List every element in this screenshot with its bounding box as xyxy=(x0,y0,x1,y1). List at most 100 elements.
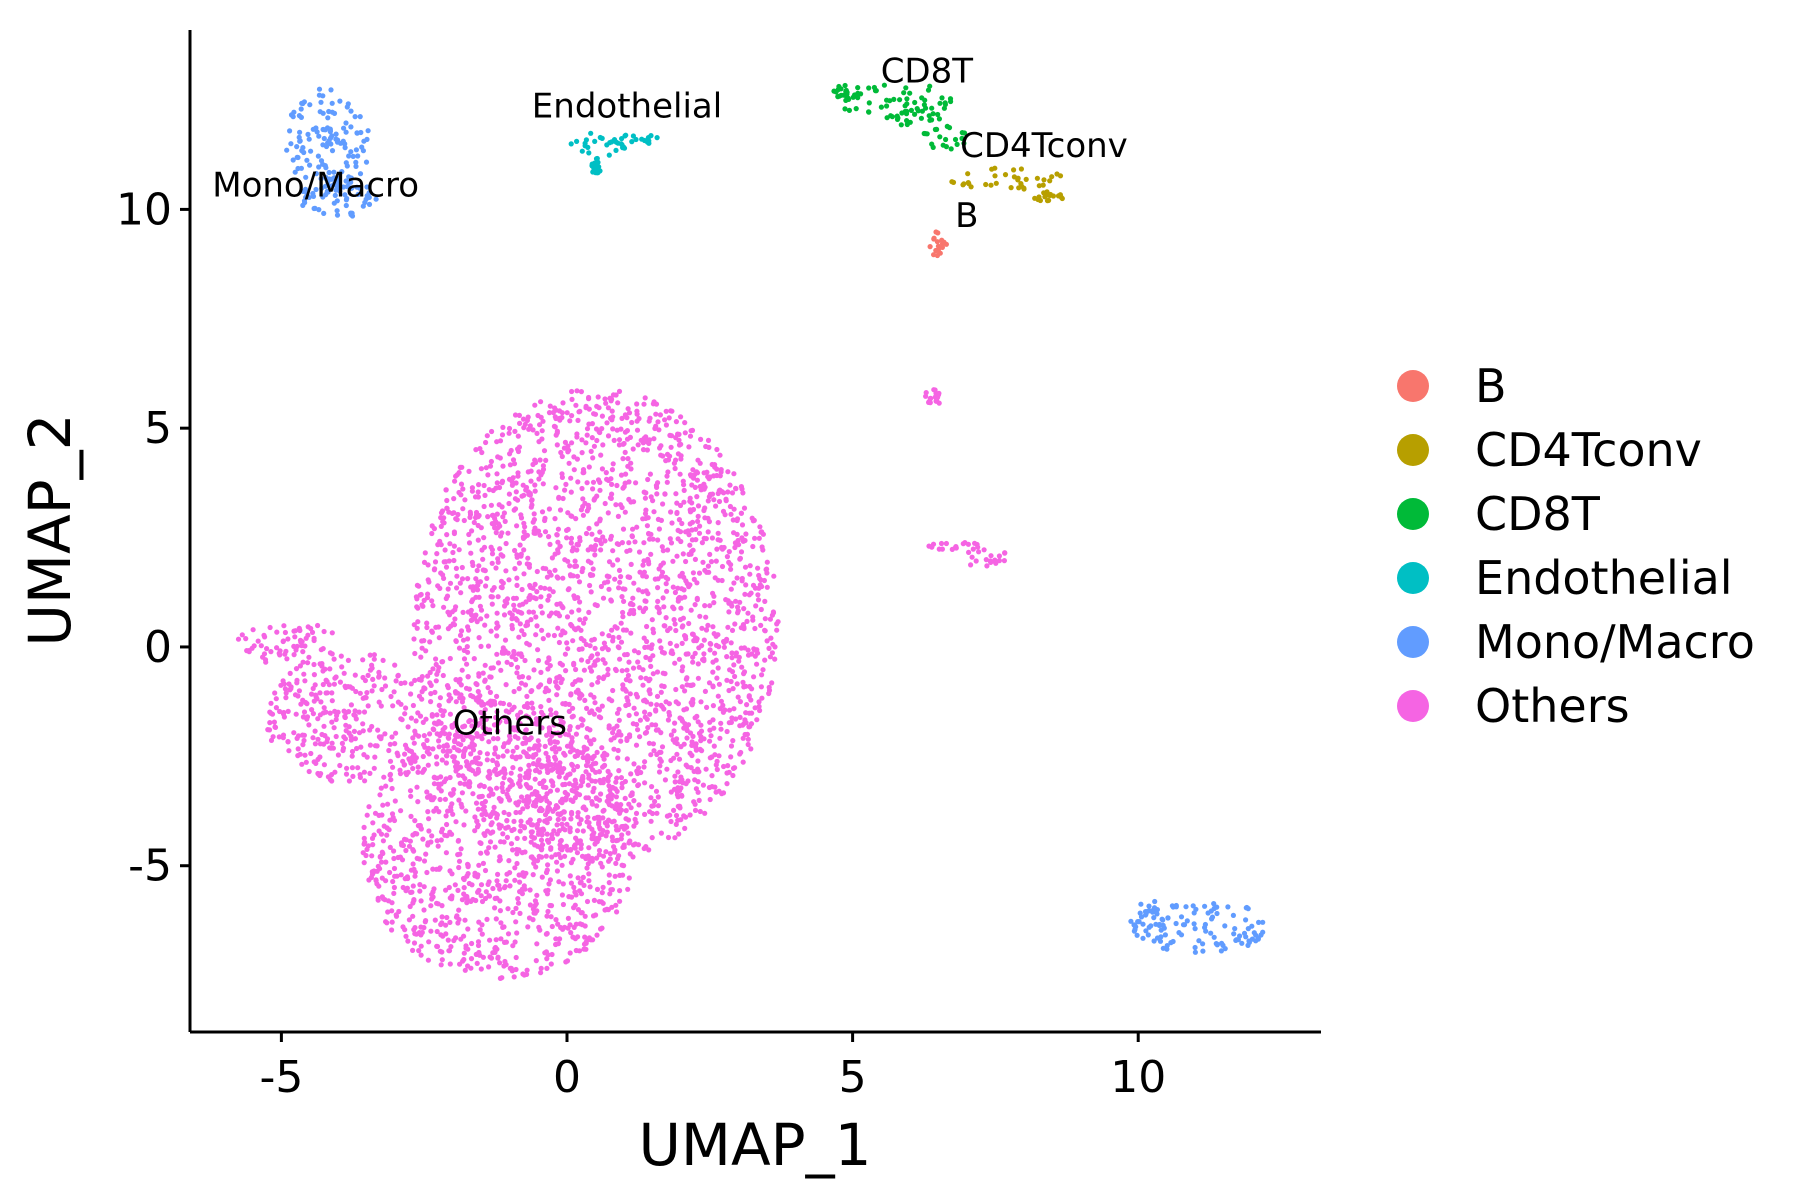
point xyxy=(965,180,971,186)
point xyxy=(530,461,536,468)
point xyxy=(431,781,437,787)
point xyxy=(318,99,324,105)
point xyxy=(642,598,648,604)
point xyxy=(630,526,636,532)
point xyxy=(546,410,553,416)
point xyxy=(550,409,557,416)
point xyxy=(483,889,489,895)
point xyxy=(557,842,563,848)
point xyxy=(707,491,714,497)
point xyxy=(382,675,388,681)
point xyxy=(676,756,683,762)
point xyxy=(461,647,467,654)
point xyxy=(500,553,506,559)
point xyxy=(549,835,556,842)
point xyxy=(268,710,274,716)
legend-swatch xyxy=(1397,370,1429,402)
point xyxy=(536,439,542,445)
point xyxy=(419,674,425,680)
point xyxy=(548,711,554,718)
point xyxy=(624,735,630,742)
point xyxy=(660,501,666,507)
point xyxy=(521,492,527,498)
point xyxy=(408,681,414,687)
point xyxy=(335,752,341,758)
point xyxy=(506,500,512,507)
point xyxy=(282,629,288,636)
point xyxy=(681,499,687,505)
point xyxy=(294,643,300,650)
point xyxy=(655,727,661,733)
point xyxy=(529,700,535,706)
x-tick-label: 0 xyxy=(553,1052,581,1103)
point xyxy=(352,708,358,714)
point xyxy=(509,616,515,622)
point xyxy=(525,555,531,561)
point xyxy=(521,749,527,755)
point xyxy=(540,418,546,424)
point xyxy=(482,707,488,713)
point xyxy=(612,847,618,853)
point xyxy=(348,179,354,185)
point xyxy=(311,661,317,668)
point xyxy=(566,701,572,708)
point xyxy=(428,691,434,697)
point xyxy=(576,579,583,585)
point xyxy=(489,820,495,826)
point xyxy=(456,858,463,864)
point xyxy=(445,586,451,592)
point xyxy=(348,210,354,216)
point xyxy=(469,759,475,765)
point xyxy=(498,667,504,673)
point xyxy=(380,896,386,902)
point xyxy=(599,890,605,896)
point xyxy=(626,540,632,546)
point xyxy=(562,789,568,796)
point xyxy=(684,675,690,681)
point xyxy=(558,716,564,722)
point xyxy=(555,550,561,556)
point xyxy=(529,829,535,835)
point xyxy=(460,637,467,643)
point xyxy=(1162,932,1168,938)
point xyxy=(1164,943,1170,949)
point xyxy=(589,653,595,659)
point xyxy=(407,838,413,844)
point xyxy=(574,790,580,796)
point xyxy=(511,461,518,467)
point xyxy=(348,185,354,191)
point xyxy=(477,927,483,933)
point xyxy=(1222,946,1228,952)
point xyxy=(372,810,379,816)
point xyxy=(389,785,395,792)
point xyxy=(497,908,503,914)
point xyxy=(505,787,511,793)
point xyxy=(459,667,465,673)
point xyxy=(512,865,518,871)
point xyxy=(400,924,406,930)
point xyxy=(313,692,319,698)
point xyxy=(598,452,604,458)
point xyxy=(265,727,271,733)
point xyxy=(326,138,332,144)
point xyxy=(650,536,656,542)
point xyxy=(650,741,657,747)
point xyxy=(583,530,590,537)
point xyxy=(619,594,625,600)
point xyxy=(748,746,754,752)
point xyxy=(328,87,334,93)
point xyxy=(739,535,745,541)
point xyxy=(589,778,595,784)
point xyxy=(724,654,730,660)
point xyxy=(678,441,684,447)
point xyxy=(426,751,432,757)
point xyxy=(405,769,411,775)
point xyxy=(644,623,650,630)
point xyxy=(656,566,662,572)
point xyxy=(436,738,442,744)
point xyxy=(566,460,572,466)
point xyxy=(727,503,734,510)
point xyxy=(598,791,604,797)
point xyxy=(545,769,551,776)
point xyxy=(495,871,501,878)
